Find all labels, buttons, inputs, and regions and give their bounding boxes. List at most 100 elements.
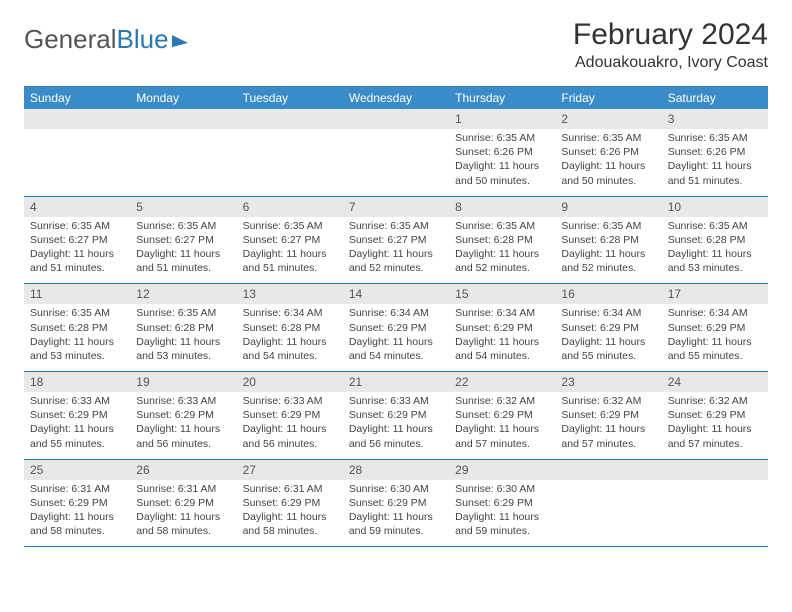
daylight-text: Daylight: 11 hours and 50 minutes.: [561, 159, 655, 187]
day-details: Sunrise: 6:33 AMSunset: 6:29 PMDaylight:…: [130, 392, 236, 459]
day-number: 18: [24, 372, 130, 392]
day-number: [662, 460, 768, 480]
sunrise-text: Sunrise: 6:35 AM: [30, 306, 124, 320]
day-details: Sunrise: 6:31 AMSunset: 6:29 PMDaylight:…: [24, 480, 130, 547]
daylight-text: Daylight: 11 hours and 54 minutes.: [243, 335, 337, 363]
day-details: Sunrise: 6:31 AMSunset: 6:29 PMDaylight:…: [237, 480, 343, 547]
sunrise-text: Sunrise: 6:35 AM: [349, 219, 443, 233]
sunrise-text: Sunrise: 6:35 AM: [455, 131, 549, 145]
sunset-text: Sunset: 6:29 PM: [30, 496, 124, 510]
day-number: 6: [237, 197, 343, 217]
day-number: 11: [24, 284, 130, 304]
calendar-week: 45678910Sunrise: 6:35 AMSunset: 6:27 PMD…: [24, 197, 768, 285]
day-number: [343, 109, 449, 129]
day-number: 1: [449, 109, 555, 129]
day-details: Sunrise: 6:34 AMSunset: 6:29 PMDaylight:…: [662, 304, 768, 371]
sunrise-text: Sunrise: 6:34 AM: [455, 306, 549, 320]
day-number: 21: [343, 372, 449, 392]
day-number-row: 45678910: [24, 197, 768, 217]
dow-sunday: Sunday: [24, 87, 130, 109]
dow-saturday: Saturday: [662, 87, 768, 109]
day-number: [237, 109, 343, 129]
sunset-text: Sunset: 6:29 PM: [561, 408, 655, 422]
day-number: 3: [662, 109, 768, 129]
sunrise-text: Sunrise: 6:35 AM: [136, 306, 230, 320]
daylight-text: Daylight: 11 hours and 52 minutes.: [455, 247, 549, 275]
day-number: 13: [237, 284, 343, 304]
daylight-text: Daylight: 11 hours and 56 minutes.: [136, 422, 230, 450]
sunset-text: Sunset: 6:29 PM: [136, 408, 230, 422]
day-details: Sunrise: 6:35 AMSunset: 6:28 PMDaylight:…: [449, 217, 555, 284]
day-details: Sunrise: 6:35 AMSunset: 6:28 PMDaylight:…: [24, 304, 130, 371]
daylight-text: Daylight: 11 hours and 51 minutes.: [30, 247, 124, 275]
day-number: 17: [662, 284, 768, 304]
day-details: Sunrise: 6:30 AMSunset: 6:29 PMDaylight:…: [449, 480, 555, 547]
sunset-text: Sunset: 6:29 PM: [561, 321, 655, 335]
sunset-text: Sunset: 6:29 PM: [243, 408, 337, 422]
daylight-text: Daylight: 11 hours and 51 minutes.: [136, 247, 230, 275]
daylight-text: Daylight: 11 hours and 57 minutes.: [668, 422, 762, 450]
sunset-text: Sunset: 6:27 PM: [136, 233, 230, 247]
day-number: 26: [130, 460, 236, 480]
day-number: 8: [449, 197, 555, 217]
daylight-text: Daylight: 11 hours and 58 minutes.: [136, 510, 230, 538]
daylight-text: Daylight: 11 hours and 53 minutes.: [30, 335, 124, 363]
daylight-text: Daylight: 11 hours and 51 minutes.: [668, 159, 762, 187]
dow-thursday: Thursday: [449, 87, 555, 109]
day-details-row: Sunrise: 6:31 AMSunset: 6:29 PMDaylight:…: [24, 480, 768, 547]
weeks-container: 123Sunrise: 6:35 AMSunset: 6:26 PMDaylig…: [24, 109, 768, 547]
sunset-text: Sunset: 6:26 PM: [668, 145, 762, 159]
day-details: Sunrise: 6:33 AMSunset: 6:29 PMDaylight:…: [343, 392, 449, 459]
sunrise-text: Sunrise: 6:34 AM: [668, 306, 762, 320]
sunrise-text: Sunrise: 6:35 AM: [668, 219, 762, 233]
day-number: 15: [449, 284, 555, 304]
day-details: Sunrise: 6:35 AMSunset: 6:27 PMDaylight:…: [24, 217, 130, 284]
day-number: 27: [237, 460, 343, 480]
day-number: 25: [24, 460, 130, 480]
sunrise-text: Sunrise: 6:31 AM: [30, 482, 124, 496]
daylight-text: Daylight: 11 hours and 59 minutes.: [349, 510, 443, 538]
sunset-text: Sunset: 6:29 PM: [455, 496, 549, 510]
day-number: 14: [343, 284, 449, 304]
sunrise-text: Sunrise: 6:30 AM: [455, 482, 549, 496]
daylight-text: Daylight: 11 hours and 59 minutes.: [455, 510, 549, 538]
sunset-text: Sunset: 6:26 PM: [455, 145, 549, 159]
brand-logo: GeneralBlue: [24, 18, 188, 55]
day-details: Sunrise: 6:31 AMSunset: 6:29 PMDaylight:…: [130, 480, 236, 547]
sunrise-text: Sunrise: 6:33 AM: [349, 394, 443, 408]
daylight-text: Daylight: 11 hours and 55 minutes.: [30, 422, 124, 450]
sunset-text: Sunset: 6:29 PM: [349, 496, 443, 510]
brand-part2: Blue: [117, 24, 169, 55]
sunrise-text: Sunrise: 6:35 AM: [561, 219, 655, 233]
sunrise-text: Sunrise: 6:32 AM: [561, 394, 655, 408]
sunrise-text: Sunrise: 6:34 AM: [561, 306, 655, 320]
daylight-text: Daylight: 11 hours and 52 minutes.: [561, 247, 655, 275]
day-number-row: 123: [24, 109, 768, 129]
sunset-text: Sunset: 6:29 PM: [243, 496, 337, 510]
day-number: 28: [343, 460, 449, 480]
day-details: Sunrise: 6:32 AMSunset: 6:29 PMDaylight:…: [662, 392, 768, 459]
daylight-text: Daylight: 11 hours and 56 minutes.: [243, 422, 337, 450]
day-details: Sunrise: 6:35 AMSunset: 6:27 PMDaylight:…: [343, 217, 449, 284]
daylight-text: Daylight: 11 hours and 55 minutes.: [561, 335, 655, 363]
sunrise-text: Sunrise: 6:30 AM: [349, 482, 443, 496]
day-details: Sunrise: 6:34 AMSunset: 6:29 PMDaylight:…: [555, 304, 661, 371]
sunrise-text: Sunrise: 6:33 AM: [243, 394, 337, 408]
day-number: 5: [130, 197, 236, 217]
sunrise-text: Sunrise: 6:35 AM: [561, 131, 655, 145]
header: GeneralBlue February 2024 Adouakouakro, …: [24, 18, 768, 72]
sunrise-text: Sunrise: 6:34 AM: [349, 306, 443, 320]
sunrise-text: Sunrise: 6:33 AM: [30, 394, 124, 408]
day-number: 16: [555, 284, 661, 304]
day-details: Sunrise: 6:35 AMSunset: 6:27 PMDaylight:…: [130, 217, 236, 284]
daylight-text: Daylight: 11 hours and 55 minutes.: [668, 335, 762, 363]
sunset-text: Sunset: 6:28 PM: [30, 321, 124, 335]
daylight-text: Daylight: 11 hours and 53 minutes.: [136, 335, 230, 363]
daylight-text: Daylight: 11 hours and 57 minutes.: [455, 422, 549, 450]
sunrise-text: Sunrise: 6:32 AM: [455, 394, 549, 408]
day-details: [555, 480, 661, 547]
daylight-text: Daylight: 11 hours and 58 minutes.: [243, 510, 337, 538]
sunset-text: Sunset: 6:28 PM: [561, 233, 655, 247]
daylight-text: Daylight: 11 hours and 57 minutes.: [561, 422, 655, 450]
dow-wednesday: Wednesday: [343, 87, 449, 109]
